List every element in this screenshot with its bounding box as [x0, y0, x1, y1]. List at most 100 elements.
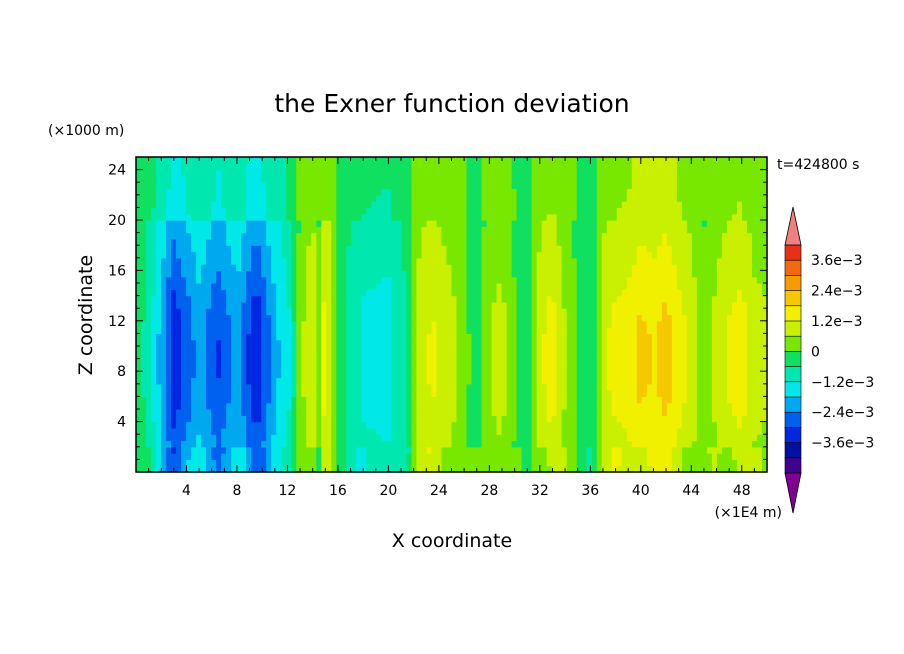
contour-cell [456, 409, 463, 416]
contour-cell [631, 402, 638, 410]
contour-cell [601, 238, 608, 246]
contour-cell [396, 390, 403, 397]
contour-cell [321, 232, 327, 240]
contour-cell [151, 251, 157, 259]
contour-cell [241, 402, 247, 410]
contour-cell [236, 402, 242, 410]
contour-cell [421, 453, 428, 460]
contour-cell [701, 396, 708, 404]
contour-cell [546, 238, 553, 246]
contour-cell [586, 289, 593, 297]
contour-cell [651, 270, 658, 278]
contour-cell [586, 226, 593, 234]
contour-cell [491, 301, 498, 309]
contour-cell [186, 339, 192, 347]
contour-cell [656, 339, 663, 347]
contour-cell [271, 308, 277, 316]
contour-cell [326, 333, 332, 341]
contour-cell [321, 459, 327, 467]
contour-cell [351, 257, 357, 265]
contour-cell [726, 409, 733, 416]
contour-cell [491, 220, 498, 227]
contour-cell [721, 257, 728, 265]
contour-cell [281, 327, 287, 334]
contour-cell [631, 358, 638, 366]
contour-cell [176, 434, 182, 442]
contour-cell [396, 301, 403, 309]
contour-cell [641, 371, 648, 379]
contour-cell [156, 415, 162, 423]
contour-cell [666, 283, 673, 290]
contour-cell [721, 427, 728, 435]
contour-cell [441, 251, 448, 259]
contour-cell [196, 371, 202, 379]
contour-cell [266, 358, 272, 366]
contour-cell [581, 409, 588, 416]
contour-cell [281, 320, 287, 328]
contour-cell [296, 427, 302, 435]
contour-cell [166, 459, 172, 467]
contour-cell [161, 270, 167, 278]
contour-cell [386, 276, 393, 284]
contour-cell [156, 459, 162, 467]
contour-cell [266, 295, 272, 303]
contour-cell [231, 383, 237, 391]
contour-cell [571, 245, 578, 253]
contour-cell [241, 283, 247, 290]
contour-cell [531, 459, 538, 467]
contour-cell [161, 402, 167, 410]
contour-cell [216, 396, 222, 404]
contour-cell [296, 421, 302, 429]
contour-cell [541, 333, 548, 341]
contour-cell [571, 371, 578, 379]
contour-cell [531, 226, 538, 234]
contour-cell [661, 364, 668, 372]
contour-cell [581, 358, 588, 366]
contour-cell [681, 308, 688, 316]
contour-cell [516, 289, 523, 297]
contour-cell [606, 327, 613, 334]
contour-cell [326, 327, 332, 334]
contour-cell [186, 327, 192, 334]
contour-cell [386, 238, 393, 246]
contour-cell [606, 276, 613, 284]
contour-cell [721, 364, 728, 372]
contour-cell [331, 226, 337, 234]
contour-cell [136, 301, 142, 309]
contour-cell [341, 346, 347, 353]
contour-cell [601, 264, 608, 271]
contour-cell [616, 440, 623, 448]
contour-cell [551, 459, 558, 467]
contour-cell [196, 289, 202, 297]
contour-cell [491, 289, 498, 297]
contour-cell [271, 295, 277, 303]
contour-cell [216, 257, 222, 265]
contour-cell [761, 453, 768, 460]
contour-cell [366, 465, 372, 473]
contour-cell [496, 314, 503, 322]
contour-cell [691, 238, 698, 246]
contour-cell [656, 415, 663, 423]
contour-cell [406, 434, 413, 442]
contour-cell [506, 409, 513, 416]
contour-cell [276, 289, 282, 297]
contour-cell [711, 314, 718, 322]
contour-cell [316, 257, 322, 265]
contour-cell [136, 465, 142, 473]
contour-cell [631, 320, 638, 328]
contour-cell [556, 270, 563, 278]
contour-cell [406, 283, 413, 290]
contour-cell [216, 251, 222, 259]
contour-cell [521, 352, 528, 360]
contour-cell [266, 276, 272, 284]
contour-cell [666, 339, 673, 347]
contour-cell [306, 409, 312, 416]
contour-cell [256, 459, 262, 467]
contour-cell [356, 453, 362, 460]
contour-cell [441, 339, 448, 347]
contour-cell [141, 402, 147, 410]
contour-cell [536, 453, 543, 460]
contour-cell [181, 421, 187, 429]
contour-cell [696, 257, 703, 265]
contour-cell [511, 320, 518, 328]
